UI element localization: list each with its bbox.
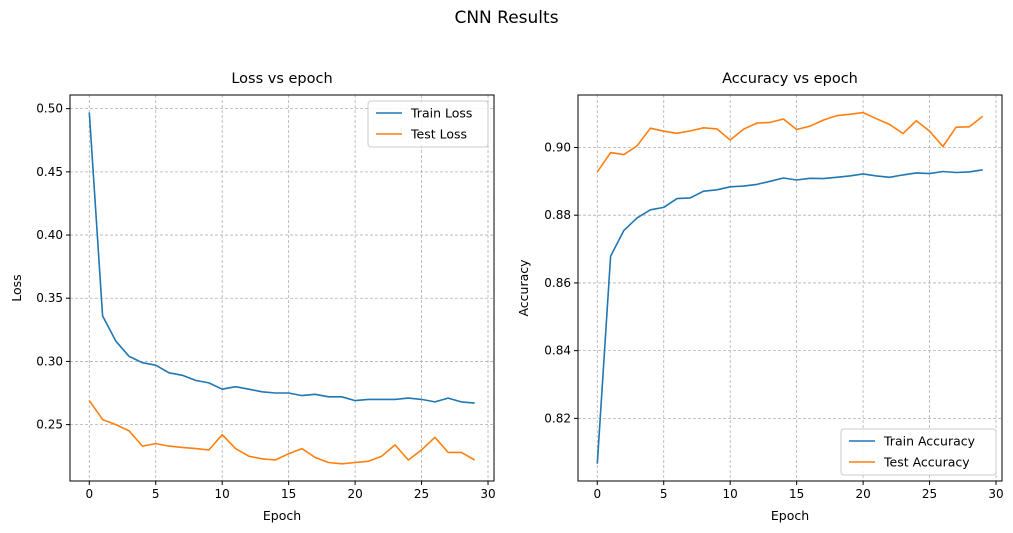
x-tick-label: 15 — [789, 487, 804, 501]
plot-frame — [69, 94, 495, 482]
legend-label: Test Accuracy — [883, 455, 970, 470]
y-tick-label: 0.35 — [36, 291, 63, 305]
legend-label: Train Accuracy — [883, 434, 976, 449]
x-tick-label: 25 — [922, 487, 937, 501]
train-accuracy-line — [596, 169, 983, 464]
figure-title: CNN Results — [454, 8, 559, 28]
y-axis-label: Accuracy — [516, 259, 531, 317]
y-tick-label: 0.30 — [36, 354, 63, 368]
x-tick-label: 10 — [723, 487, 738, 501]
x-tick-label: 5 — [660, 487, 668, 501]
legend: Train Loss Test Loss — [367, 100, 489, 148]
accuracy-chart: 0 5 10 15 20 25 30 0.82 0.84 0.86 0.88 0.90 Accuracy… — [516, 71, 1004, 523]
x-tick-label: 30 — [480, 487, 495, 501]
x-tick-label: 25 — [414, 487, 429, 501]
legend-box — [840, 428, 997, 476]
y-axis-label: Loss — [9, 274, 24, 301]
legend-label: Train Loss — [410, 106, 472, 121]
y-tick-label: 0.90 — [544, 140, 571, 154]
legend-label: Test Loss — [410, 127, 467, 142]
y-tick-label: 0.86 — [544, 276, 571, 290]
x-tick-label: 10 — [215, 487, 230, 501]
chart-title: Accuracy vs epoch — [722, 71, 858, 87]
y-tick-label: 0.82 — [544, 411, 571, 425]
y-tick-label: 0.40 — [36, 228, 63, 242]
x-axis-label: Epoch — [771, 508, 809, 523]
chart-title: Loss vs epoch — [231, 71, 332, 87]
y-tick-label: 0.88 — [544, 208, 571, 222]
x-tick-label: 30 — [988, 487, 1003, 501]
legend: Train Accuracy Test Accuracy — [840, 428, 997, 476]
x-tick-label: 5 — [152, 487, 160, 501]
y-tick-label: 0.25 — [36, 418, 63, 432]
loss-chart: 0 5 10 15 20 25 30 0.25 0.30 0.35 0.40 0.45 0.50 Loss… — [9, 71, 496, 523]
x-tick-label: 20 — [347, 487, 362, 501]
y-tick-label: 0.45 — [36, 165, 63, 179]
y-tick-label: 0.50 — [36, 102, 63, 116]
x-tick-label: 20 — [855, 487, 870, 501]
x-tick-label: 0 — [85, 487, 93, 501]
train-loss-line — [88, 112, 475, 404]
y-tick-label: 0.84 — [544, 344, 571, 358]
test-loss-line — [88, 400, 476, 465]
x-tick-label: 15 — [281, 487, 296, 501]
x-axis-label: Epoch — [263, 508, 301, 523]
x-tick-label: 0 — [593, 487, 601, 501]
plot-frame — [577, 94, 1003, 482]
test-accuracy-line — [596, 111, 984, 173]
